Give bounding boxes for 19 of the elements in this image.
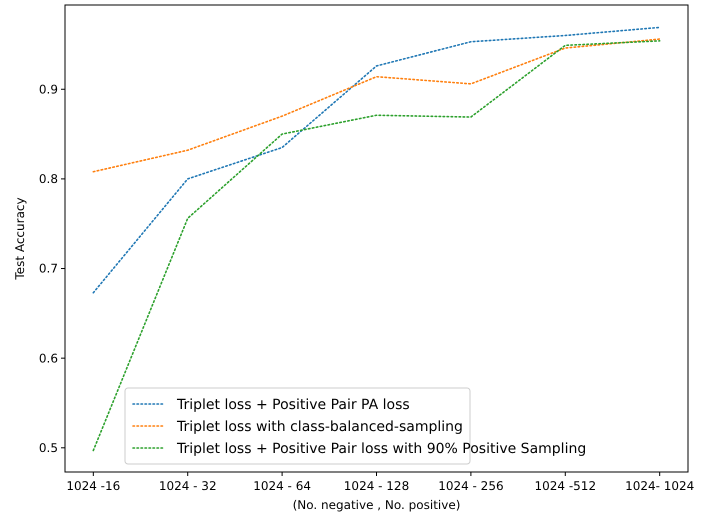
legend-label: Triplet loss + Positive Pair PA loss bbox=[176, 396, 410, 413]
legend-label: Triplet loss + Positive Pair loss with 90% Positive Sampling bbox=[176, 440, 586, 457]
x-tick-label: 1024 -512 bbox=[534, 479, 596, 493]
x-axis-title: (No. negative , No. positive) bbox=[292, 498, 460, 512]
y-tick-label: 0.9 bbox=[38, 82, 58, 96]
y-tick-label: 0.7 bbox=[38, 262, 58, 276]
x-tick-label: 1024 - 256 bbox=[438, 479, 504, 493]
y-tick-label: 0.5 bbox=[38, 441, 58, 455]
x-tick-label: 1024 -16 bbox=[66, 479, 120, 493]
line-series bbox=[92, 38, 660, 173]
line-series bbox=[92, 26, 660, 294]
y-tick-label: 0.6 bbox=[38, 351, 58, 366]
y-tick-label: 0.8 bbox=[38, 172, 58, 186]
legend-label: Triplet loss with class-balanced-sampling bbox=[176, 418, 463, 435]
x-tick-label: 1024 - 64 bbox=[253, 479, 311, 493]
x-tick-label: 1024- 1024 bbox=[625, 479, 694, 493]
x-tick-label: 1024 - 128 bbox=[344, 479, 410, 493]
x-tick-label: 1024 - 32 bbox=[158, 479, 217, 493]
y-axis-title: Test Accuracy bbox=[13, 197, 27, 281]
